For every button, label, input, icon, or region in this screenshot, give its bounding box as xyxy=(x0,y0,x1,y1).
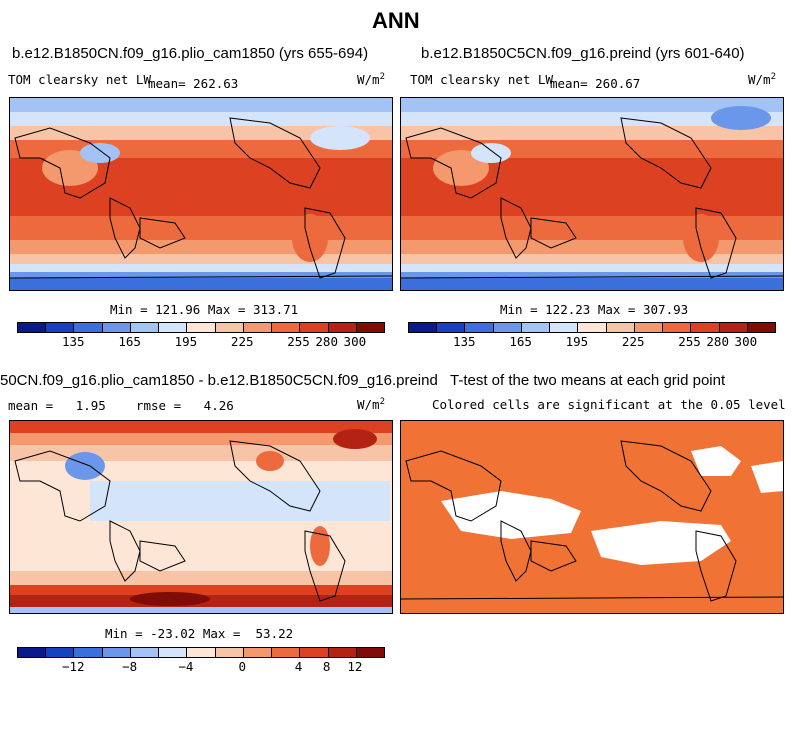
panel2-colorbar xyxy=(408,322,776,333)
panel3-colorbar-segment xyxy=(300,648,329,657)
panel3-colorbar-segment xyxy=(356,648,385,657)
panel2-colorbar-segment xyxy=(606,323,635,332)
panel2-colorbar-tick-label: 255 xyxy=(678,334,701,349)
page-title: ANN xyxy=(372,8,420,33)
panel2-variable-label: TOM clearsky net LW xyxy=(410,72,553,87)
panel1-mean-label: mean= 262.63 xyxy=(148,76,239,91)
panel2-units: W/m2 xyxy=(748,72,776,88)
panel2-mean-label: mean= 260.67 xyxy=(550,76,641,91)
panel3-colorbar-tick-label: 8 xyxy=(322,659,331,674)
panel4-field xyxy=(401,421,783,613)
panel1-colorbar-tick-label: 225 xyxy=(230,334,254,349)
panel3-colorbar-tick-label: −4 xyxy=(178,659,194,674)
panel2-colorbar-segment xyxy=(578,323,607,332)
panel1-variable-label: TOM clearsky net LW xyxy=(8,72,151,87)
panel2-colorbar-tick-label: 135 xyxy=(453,334,476,349)
panel2-colorbar-segment xyxy=(691,323,720,332)
panel2-map xyxy=(400,97,784,291)
panel2-colorbar-segment xyxy=(719,323,748,332)
panel2-colorbar-segment xyxy=(634,323,664,332)
panel3-units: W/m2 xyxy=(357,397,385,413)
panel1-colorbar-segment xyxy=(102,323,131,332)
panel2-colorbar-tick-label: 225 xyxy=(621,334,645,349)
panel4-map xyxy=(400,420,784,614)
panel1-minmax: Min = 121.96 Max = 313.71 xyxy=(110,302,299,317)
panel3-colorbar-segment xyxy=(328,648,357,657)
panel2-colorbar-segment xyxy=(465,323,494,332)
panel3-minmax: Min = -23.02 Max = 53.22 xyxy=(105,626,294,641)
panel1-colorbar-segment xyxy=(130,323,160,332)
panel1-colorbar-segment xyxy=(159,323,188,332)
panel4-subtitle: Colored cells are significant at the 0.0… xyxy=(432,397,786,412)
panel4-title: T-test of the two means at each grid poi… xyxy=(450,372,726,389)
panel1-colorbar-segment xyxy=(328,323,357,332)
panel3-colorbar-tick-label: 4 xyxy=(294,659,303,674)
panel3-colorbar-segment xyxy=(243,648,273,657)
panel2-colorbar-ticks: 135 165 195 225 255 280 300 xyxy=(408,334,774,350)
panel3-stats: mean = 1.95 rmse = 4.26 xyxy=(8,398,234,413)
panel3-colorbar-segment xyxy=(18,648,47,657)
panel2-colorbar-segment xyxy=(437,323,466,332)
panel2-minmax: Min = 122.23 Max = 307.93 xyxy=(500,302,689,317)
panel2-colorbar-segment xyxy=(521,323,551,332)
panel1-colorbar-segment xyxy=(187,323,216,332)
panel2-colorbar-segment xyxy=(493,323,522,332)
panel3-colorbar-segment xyxy=(102,648,131,657)
panel1-colorbar-segment xyxy=(300,323,329,332)
panel3-colorbar-tick-label: −12 xyxy=(62,659,85,674)
panel2-colorbar-segment xyxy=(747,323,776,332)
panel3-colorbar-segment xyxy=(130,648,160,657)
panel1-units: W/m2 xyxy=(357,72,385,88)
panel1-colorbar-ticks: 135 165 195 225 255 280 300 xyxy=(17,334,383,350)
panel3-colorbar-segment xyxy=(187,648,216,657)
panel1-colorbar-segment xyxy=(272,323,301,332)
panel3-colorbar-segment xyxy=(159,648,188,657)
panel1-colorbar-tick-label: 280 xyxy=(315,334,338,349)
panel1-map xyxy=(9,97,393,291)
panel1-field xyxy=(10,98,392,290)
panel3-colorbar-tick-label: 0 xyxy=(238,659,246,674)
panel3-colorbar-segment xyxy=(46,648,75,657)
panel2-colorbar-tick-label: 300 xyxy=(734,334,758,349)
panel1-colorbar-tick-label: 195 xyxy=(174,334,198,349)
panel3-field xyxy=(10,421,392,613)
panel1-colorbar-segment xyxy=(74,323,103,332)
panel2-colorbar-tick-label: 165 xyxy=(509,334,532,349)
panel2-field xyxy=(401,98,783,290)
panel2-colorbar-segment xyxy=(663,323,692,332)
panel3-colorbar-segment xyxy=(215,648,244,657)
panel1-case-title: b.e12.B1850CN.f09_g16.plio_cam1850 (yrs … xyxy=(12,45,369,62)
panel1-colorbar-segment xyxy=(46,323,75,332)
panel1-colorbar-segment xyxy=(18,323,47,332)
panel3-colorbar-ticks: −12 −8 −4 0 4 8 12 xyxy=(17,659,383,675)
panel3-colorbar-tick-label: 12 xyxy=(347,659,363,674)
panel1-colorbar-tick-label: 135 xyxy=(62,334,85,349)
panel3-case-title: 50CN.f09_g16.plio_cam1850 - b.e12.B1850C… xyxy=(0,372,438,389)
panel1-colorbar-tick-label: 300 xyxy=(343,334,367,349)
panel1-colorbar-segment xyxy=(215,323,244,332)
panel3-map xyxy=(9,420,393,614)
panel3-colorbar-tick-label: −8 xyxy=(122,659,138,674)
panel2-colorbar-segment xyxy=(550,323,579,332)
panel1-colorbar-tick-label: 255 xyxy=(287,334,310,349)
panel3-colorbar-segment xyxy=(272,648,301,657)
panel2-colorbar-tick-label: 195 xyxy=(565,334,589,349)
panel1-colorbar xyxy=(17,322,385,333)
panel1-colorbar-tick-label: 165 xyxy=(118,334,141,349)
panel1-colorbar-segment xyxy=(243,323,273,332)
panel3-colorbar-segment xyxy=(74,648,103,657)
panel3-colorbar xyxy=(17,647,385,658)
panel2-colorbar-segment xyxy=(409,323,438,332)
panel1-colorbar-segment xyxy=(356,323,385,332)
panel2-colorbar-tick-label: 280 xyxy=(706,334,729,349)
panel2-case-title: b.e12.B1850C5CN.f09_g16.preind (yrs 601-… xyxy=(421,45,745,62)
